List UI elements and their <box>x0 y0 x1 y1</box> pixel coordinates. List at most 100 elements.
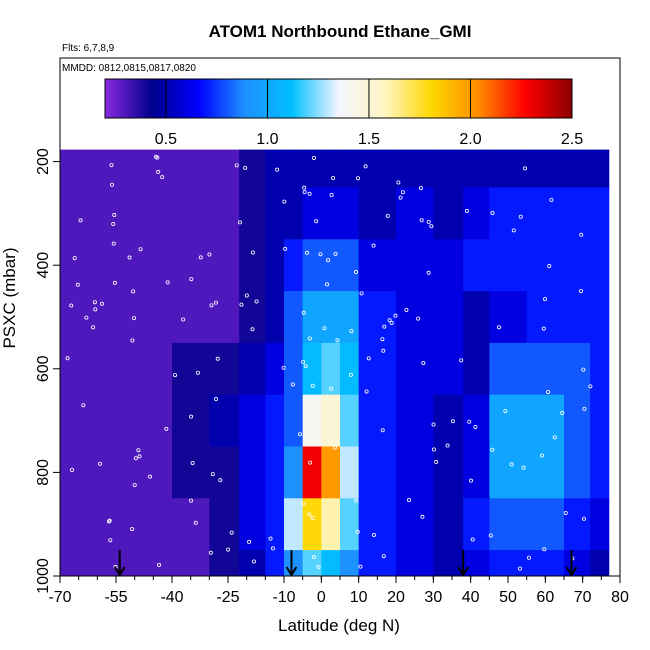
heatmap-cell <box>590 550 610 577</box>
sample-marker <box>363 164 368 169</box>
sample-marker <box>93 307 98 312</box>
sample-marker <box>305 250 310 255</box>
heatmap-cell <box>134 149 173 188</box>
sample-marker <box>464 209 469 214</box>
sample-marker <box>138 247 143 252</box>
sample-marker <box>302 185 307 190</box>
sample-marker <box>426 270 431 275</box>
sample-marker <box>239 302 244 307</box>
sample-marker <box>549 197 554 202</box>
sample-marker <box>416 316 421 321</box>
y-tick-label: 400 <box>35 252 52 279</box>
heatmap-cell <box>97 446 136 499</box>
heatmap-cell <box>265 498 285 551</box>
sample-marker <box>181 317 186 322</box>
sample-marker <box>160 175 165 180</box>
heatmap-cell <box>489 291 528 344</box>
heatmap-cell <box>302 291 322 344</box>
heatmap-cell <box>284 149 304 188</box>
sample-marker <box>310 515 315 520</box>
sample-marker <box>539 453 544 458</box>
heatmap-cell <box>489 498 528 551</box>
sample-marker <box>488 533 493 538</box>
heatmap-cell <box>284 291 304 344</box>
heatmap-cell <box>358 291 397 344</box>
heatmap-cell <box>590 187 610 240</box>
sample-marker <box>354 498 359 503</box>
sample-marker <box>302 190 307 195</box>
heatmap-cell <box>590 239 610 292</box>
sample-marker <box>165 280 170 285</box>
heatmap-cell <box>564 291 591 344</box>
sample-marker <box>310 383 315 388</box>
x-tick-label: 80 <box>611 589 629 606</box>
heatmap-cell <box>340 239 360 292</box>
sample-marker <box>547 264 552 269</box>
heatmap-cell <box>302 550 322 577</box>
sample-marker <box>218 478 223 483</box>
sample-marker <box>380 337 385 342</box>
sample-marker <box>301 310 306 315</box>
sample-marker <box>112 280 117 285</box>
y-tick-label: 200 <box>35 148 52 175</box>
heatmap-cell <box>564 550 591 577</box>
x-tick-label: 60 <box>536 589 554 606</box>
sample-marker <box>426 219 431 224</box>
heatmap-cell <box>526 149 565 188</box>
heatmap-cell <box>284 239 304 292</box>
sample-marker <box>307 512 312 517</box>
heatmap-cell <box>134 187 173 240</box>
heatmap-cell <box>489 446 528 499</box>
sample-marker <box>385 213 390 218</box>
heatmap-cell <box>172 342 210 396</box>
sample-marker <box>290 382 295 387</box>
heatmap-cell <box>433 187 464 240</box>
heatmap-cell <box>463 342 490 396</box>
sample-marker <box>303 364 308 369</box>
sample-marker <box>106 519 111 524</box>
sample-marker <box>419 218 424 223</box>
sample-marker <box>209 303 214 308</box>
sample-marker <box>418 186 423 191</box>
sample-marker <box>470 537 475 542</box>
heatmap-cell <box>239 291 266 344</box>
heatmap-cell <box>321 149 341 188</box>
heatmap-cell <box>564 394 591 447</box>
x-tick-label: -10 <box>272 589 295 606</box>
heatmap-cell <box>321 394 341 447</box>
heatmap-cell <box>489 342 528 396</box>
sample-marker <box>130 338 135 343</box>
heatmap-cell <box>340 187 360 240</box>
heatmap-cell <box>340 394 360 447</box>
sample-marker <box>173 373 178 378</box>
heatmap-cell <box>209 239 240 292</box>
heatmap-cell <box>526 550 565 577</box>
heatmap-cell <box>209 187 240 240</box>
heatmap-cell <box>396 342 434 396</box>
sample-marker <box>431 447 436 452</box>
heatmap-cell <box>321 187 341 240</box>
heatmap-cell <box>321 498 341 551</box>
sample-marker <box>133 456 138 461</box>
sample-marker <box>511 228 516 233</box>
sample-marker <box>234 163 239 168</box>
colorbar-tick-label: 0.5 <box>155 131 177 148</box>
sample-marker <box>371 533 376 538</box>
heatmap-cell <box>489 187 528 240</box>
heatmap-cell <box>209 394 240 447</box>
sample-marker <box>229 530 234 535</box>
heatmap-cell <box>358 187 397 240</box>
sample-marker <box>496 325 501 330</box>
heatmap-cell <box>97 149 136 188</box>
sample-marker <box>404 308 409 313</box>
sample-marker <box>588 384 593 389</box>
heatmap-cell <box>239 394 266 447</box>
sample-marker <box>311 555 316 560</box>
heatmap-cell <box>463 239 490 292</box>
heatmap-cell <box>590 291 610 344</box>
sample-marker <box>371 243 376 248</box>
heatmap-cell <box>340 291 360 344</box>
heatmap-cell <box>340 446 360 499</box>
sample-marker <box>244 293 249 298</box>
heatmap-cell <box>60 498 98 551</box>
